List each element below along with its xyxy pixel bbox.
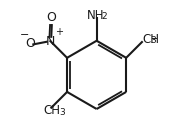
Text: −: −: [20, 30, 29, 40]
Text: 3: 3: [59, 108, 65, 117]
Text: N: N: [46, 35, 55, 48]
Text: +: +: [55, 27, 63, 37]
Text: CH: CH: [43, 105, 61, 118]
Text: O: O: [46, 11, 56, 24]
Text: 3: 3: [150, 36, 156, 45]
Text: 2: 2: [102, 12, 107, 21]
Text: O: O: [25, 37, 35, 50]
Text: CH: CH: [143, 33, 160, 46]
Text: NH: NH: [87, 9, 105, 22]
